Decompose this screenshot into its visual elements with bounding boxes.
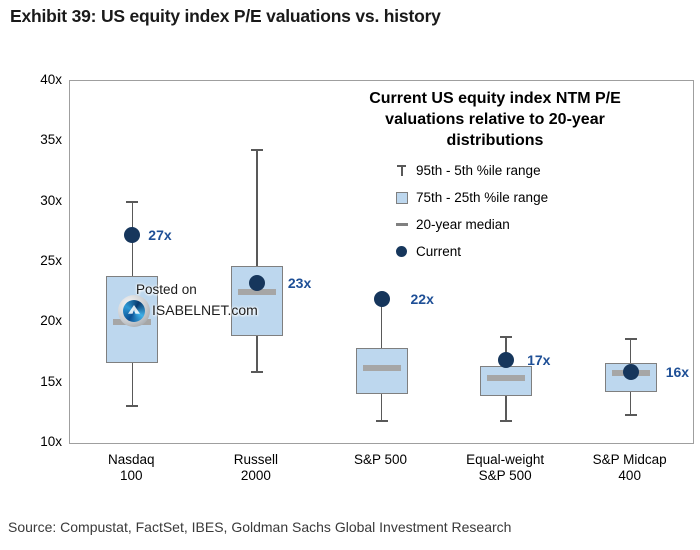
whisker-cap-bottom [500, 420, 513, 423]
legend-item: 75th - 25th %ile range [320, 184, 670, 211]
median-bar [487, 374, 526, 381]
legend-item-label: Current [416, 244, 462, 259]
whisker-cap-bottom [375, 420, 388, 423]
current-dot [248, 274, 265, 291]
y-tick-label: 10x [40, 434, 62, 449]
y-tick-label: 40x [40, 72, 62, 87]
legend-item-label: 20-year median [416, 217, 510, 232]
y-tick-label: 20x [40, 313, 62, 329]
whisker-cap-top [624, 338, 637, 341]
legend-item-label: 75th - 25th %ile range [416, 190, 549, 205]
current-value-label: 17x [527, 351, 551, 368]
legend-title: Current US equity index NTM P/E valuation… [369, 90, 621, 149]
current-dot-icon [394, 246, 409, 257]
legend-item-label: 95th - 5th %ile range [416, 163, 541, 178]
current-dot [622, 363, 639, 380]
x-category-label: S&P 500 [353, 452, 407, 467]
source-text: Source: Compustat, FactSet, IBES, Goldma… [8, 519, 512, 535]
box-range-icon [395, 191, 408, 204]
plot-area: 27x 23x 22x 17x 16x [69, 80, 694, 444]
current-value-label: 16x [665, 363, 690, 380]
legend-item: 20-year median [320, 211, 670, 238]
median-bar [362, 365, 401, 372]
y-tick-label: 15x [40, 373, 62, 389]
legend: Current US equity index NTM P/E valuation… [320, 88, 670, 265]
x-category-label: Equal-weight S&P 500 [466, 452, 545, 483]
whisker-range-icon [394, 164, 409, 177]
whisker-line [256, 149, 258, 372]
current-value-label: 27x [148, 227, 172, 244]
whisker-cap-bottom [250, 370, 263, 373]
watermark-text-line1: Posted on [136, 282, 197, 297]
current-value-label: 22x [410, 291, 434, 308]
y-tick-label: 35x [40, 132, 62, 148]
current-dot [373, 291, 390, 308]
x-category-label: S&P Midcap 400 [592, 452, 667, 483]
x-category-label: Russell 2000 [233, 452, 279, 483]
isabelnet-logo-icon [118, 295, 150, 327]
legend-item: 95th - 5th %ile range [320, 157, 670, 184]
median-dash-icon [395, 223, 408, 226]
whisker-cap-bottom [126, 404, 139, 407]
current-dot-icon [396, 246, 407, 257]
page-title: Exhibit 39: US equity index P/E valuatio… [10, 6, 441, 26]
y-tick-label: 30x [40, 192, 62, 208]
whisker-cap-bottom [624, 414, 637, 417]
median-bar [237, 289, 276, 296]
watermark-text-line2: ISABELNET.com [152, 302, 258, 318]
box-range-icon [394, 191, 409, 204]
current-value-label: 23x [287, 274, 312, 291]
whisker-cap-top [500, 335, 513, 338]
iqr-box [480, 365, 533, 396]
whisker-cap-top [126, 200, 139, 203]
legend-item: Current [320, 238, 670, 265]
isabelnet-swirl-icon [123, 300, 145, 322]
median-dash-icon [394, 223, 409, 226]
y-tick-label: 25x [40, 253, 62, 268]
x-category-label: Nasdaq 100 [108, 452, 155, 483]
current-dot [124, 227, 141, 244]
whisker-cap-top [250, 148, 263, 151]
current-dot [498, 351, 515, 368]
legend-items: 95th - 5th %ile range 75th - 25th %ile ra… [320, 157, 670, 265]
whisker-range-icon [397, 164, 406, 177]
